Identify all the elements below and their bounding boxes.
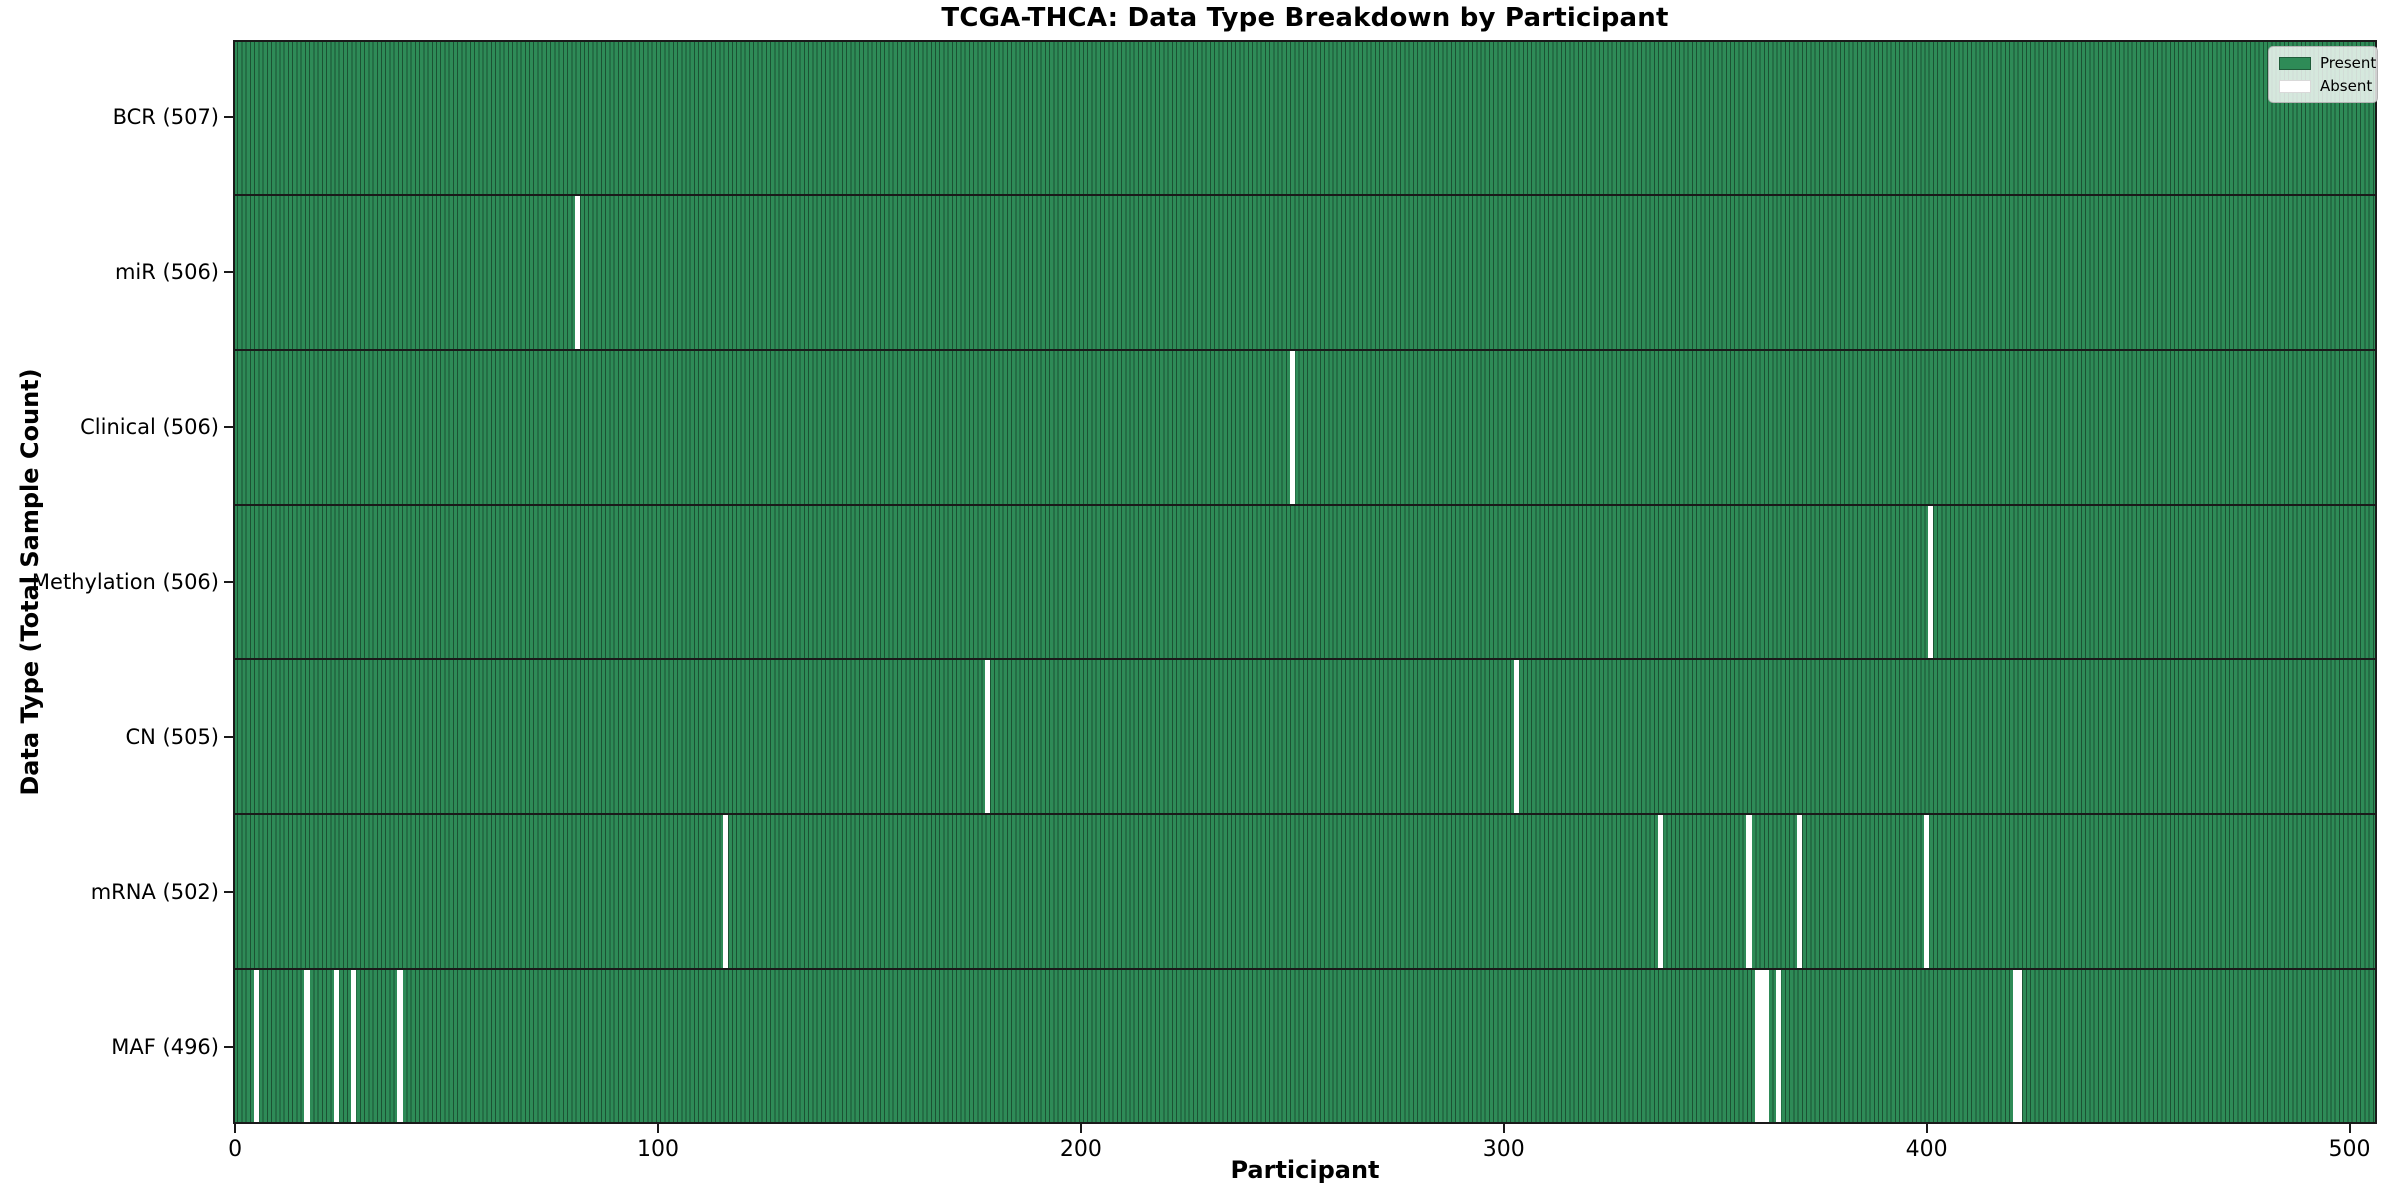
absent-gap <box>253 970 259 1123</box>
row-separator <box>233 658 2377 661</box>
x-tick-mark <box>656 1124 659 1133</box>
absent-gap <box>985 660 991 814</box>
row-bcr <box>233 40 2377 195</box>
absent-gap <box>1289 350 1295 504</box>
legend-entry-present: Present <box>2279 55 2376 71</box>
x-tick-label: 300 <box>1482 1137 1525 1162</box>
absent-gap <box>1513 660 1520 814</box>
row-separator <box>233 348 2377 351</box>
x-tick-label: 100 <box>636 1137 679 1162</box>
row-separator <box>233 968 2377 971</box>
y-tick-mark <box>224 116 233 119</box>
chart-title: TCGA-THCA: Data Type Breakdown by Partic… <box>941 3 1669 33</box>
row-separator <box>233 503 2377 506</box>
y-tick-mark <box>224 426 233 429</box>
absent-gap <box>723 815 729 969</box>
x-tick-mark <box>1079 1124 1082 1133</box>
absent-gap <box>304 970 310 1123</box>
absent-gap <box>575 195 581 349</box>
legend-swatch-absent <box>2279 79 2311 93</box>
plot-area <box>233 40 2377 1124</box>
absent-gap <box>1924 815 1930 969</box>
y-tick-mark <box>224 271 233 274</box>
x-tick-mark <box>1502 1124 1505 1133</box>
absent-gap <box>1928 505 1934 659</box>
y-tick-mark <box>224 1045 233 1048</box>
legend-label: Absent <box>2320 77 2373 95</box>
legend-swatch-present <box>2279 56 2311 70</box>
x-tick-label: 200 <box>1059 1137 1102 1162</box>
x-tick-label: 400 <box>1905 1137 1948 1162</box>
y-tick-mark <box>224 890 233 893</box>
y-tick-label-mir: miR (506) <box>114 260 219 285</box>
x-tick-label: 500 <box>2328 1137 2371 1162</box>
y-tick-label-mrna: mRNA (502) <box>90 879 219 904</box>
absent-gap <box>397 970 403 1123</box>
absent-gap <box>1759 970 1765 1123</box>
row-mir <box>233 194 2377 350</box>
row-separator <box>233 193 2377 196</box>
row-separator <box>233 813 2377 816</box>
y-tick-label-bcr: BCR (507) <box>112 105 219 130</box>
y-tick-label-clinical: Clinical (506) <box>80 415 219 440</box>
row-cn <box>233 659 2377 815</box>
absent-gap <box>1754 970 1761 1123</box>
y-tick-mark <box>224 735 233 738</box>
x-tick-mark <box>234 1124 237 1133</box>
absent-gap <box>350 970 357 1123</box>
x-tick-mark <box>1925 1124 1928 1133</box>
row-maf <box>233 969 2377 1124</box>
absent-gap <box>1776 970 1782 1123</box>
row-mrna <box>233 814 2377 970</box>
y-tick-label-methylation: Methylation (506) <box>31 570 219 594</box>
y-tick-label-maf: MAF (496) <box>111 1034 219 1059</box>
legend-entry-absent: Absent <box>2279 78 2372 94</box>
legend-label: Present <box>2320 54 2377 72</box>
absent-gap <box>1797 815 1803 969</box>
x-tick-label: 0 <box>228 1137 243 1162</box>
absent-gap <box>2017 970 2023 1123</box>
absent-gap <box>1657 815 1663 969</box>
row-clinical <box>233 349 2377 505</box>
y-tick-mark <box>224 581 233 583</box>
legend: Present Absent <box>2268 46 2378 103</box>
absent-gap <box>2012 970 2019 1123</box>
absent-gap <box>1763 970 1769 1123</box>
y-tick-label-cn: CN (505) <box>125 724 219 749</box>
absent-gap <box>333 970 340 1123</box>
absent-gap <box>1746 815 1752 969</box>
x-axis-title: Participant <box>1230 1156 1380 1184</box>
row-methylation <box>233 504 2377 660</box>
x-tick-mark <box>2348 1124 2351 1133</box>
